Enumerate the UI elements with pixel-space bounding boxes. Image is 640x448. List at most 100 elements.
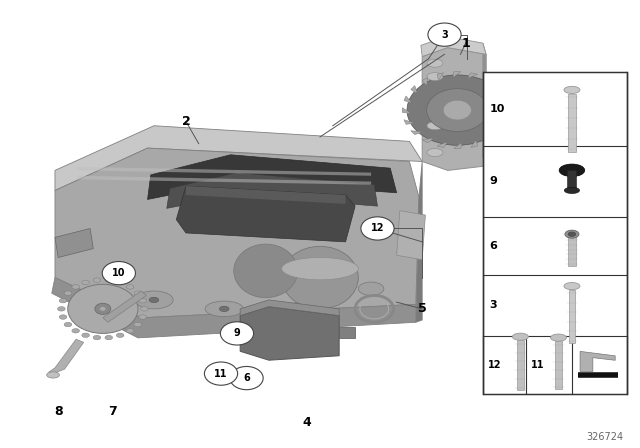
Text: 7: 7: [108, 405, 117, 418]
Ellipse shape: [564, 86, 580, 94]
Polygon shape: [482, 78, 492, 82]
Ellipse shape: [68, 284, 138, 333]
Ellipse shape: [116, 280, 124, 284]
Ellipse shape: [126, 328, 134, 333]
Ellipse shape: [149, 297, 159, 302]
Ellipse shape: [288, 301, 326, 317]
Ellipse shape: [139, 298, 147, 303]
Text: 6: 6: [243, 373, 250, 383]
Polygon shape: [422, 138, 433, 142]
Ellipse shape: [427, 149, 443, 156]
Circle shape: [361, 217, 394, 240]
Ellipse shape: [220, 306, 229, 311]
Ellipse shape: [141, 306, 148, 311]
Circle shape: [220, 322, 253, 345]
Ellipse shape: [550, 334, 566, 341]
Ellipse shape: [407, 75, 508, 145]
FancyBboxPatch shape: [569, 290, 575, 343]
Text: 3: 3: [489, 300, 497, 310]
Ellipse shape: [134, 322, 141, 327]
Text: 10: 10: [489, 104, 504, 114]
FancyBboxPatch shape: [517, 340, 524, 390]
Polygon shape: [411, 131, 421, 135]
Ellipse shape: [565, 230, 579, 238]
Ellipse shape: [58, 306, 65, 311]
Ellipse shape: [444, 100, 471, 120]
Ellipse shape: [427, 122, 443, 130]
FancyBboxPatch shape: [568, 170, 577, 190]
Circle shape: [204, 362, 237, 385]
Polygon shape: [397, 211, 426, 260]
Polygon shape: [501, 96, 511, 100]
Polygon shape: [580, 351, 615, 371]
Text: 12: 12: [371, 224, 384, 233]
Polygon shape: [55, 228, 93, 258]
Circle shape: [428, 23, 461, 46]
Polygon shape: [240, 306, 339, 360]
Text: 11: 11: [531, 360, 545, 370]
Polygon shape: [421, 36, 486, 56]
Ellipse shape: [135, 291, 173, 309]
Polygon shape: [402, 108, 410, 113]
FancyBboxPatch shape: [483, 72, 627, 394]
Ellipse shape: [93, 336, 100, 340]
Ellipse shape: [559, 164, 585, 177]
Polygon shape: [504, 117, 511, 124]
Polygon shape: [487, 135, 492, 142]
Polygon shape: [493, 86, 504, 90]
Polygon shape: [404, 120, 413, 124]
Ellipse shape: [47, 372, 60, 378]
Polygon shape: [176, 186, 355, 242]
Polygon shape: [148, 155, 397, 199]
Text: 5: 5: [418, 302, 426, 315]
Ellipse shape: [82, 333, 90, 337]
Ellipse shape: [568, 232, 576, 237]
Ellipse shape: [100, 306, 106, 311]
Polygon shape: [404, 96, 411, 103]
Polygon shape: [186, 186, 346, 204]
Ellipse shape: [205, 301, 243, 317]
Ellipse shape: [564, 187, 580, 194]
Text: 1: 1: [461, 37, 470, 50]
Text: 3: 3: [441, 30, 448, 39]
Ellipse shape: [234, 244, 298, 297]
Text: 8: 8: [54, 405, 63, 418]
Polygon shape: [452, 72, 461, 77]
Ellipse shape: [282, 246, 358, 309]
Polygon shape: [103, 291, 147, 322]
Text: 9: 9: [234, 328, 241, 338]
Circle shape: [230, 366, 263, 390]
Polygon shape: [55, 126, 422, 190]
FancyBboxPatch shape: [339, 327, 355, 338]
Text: 4: 4: [303, 416, 312, 429]
Text: 12: 12: [488, 360, 502, 370]
Polygon shape: [52, 278, 416, 338]
Ellipse shape: [358, 282, 384, 296]
Ellipse shape: [564, 283, 580, 290]
Ellipse shape: [282, 258, 358, 280]
Polygon shape: [437, 142, 447, 147]
Ellipse shape: [95, 303, 111, 314]
Polygon shape: [422, 47, 486, 170]
Ellipse shape: [72, 284, 79, 289]
FancyBboxPatch shape: [568, 237, 576, 266]
Ellipse shape: [105, 278, 113, 282]
Ellipse shape: [82, 280, 90, 284]
Polygon shape: [49, 339, 84, 374]
Text: 2: 2: [182, 115, 190, 128]
Ellipse shape: [60, 315, 67, 319]
Text: 11: 11: [214, 369, 228, 379]
Ellipse shape: [427, 73, 443, 81]
Polygon shape: [167, 172, 378, 208]
Polygon shape: [227, 331, 240, 342]
Polygon shape: [454, 143, 462, 149]
Polygon shape: [468, 73, 477, 78]
Text: 6: 6: [489, 241, 497, 251]
Ellipse shape: [93, 278, 100, 282]
Ellipse shape: [116, 333, 124, 337]
Polygon shape: [505, 107, 513, 112]
FancyBboxPatch shape: [568, 94, 576, 151]
Ellipse shape: [134, 291, 141, 295]
Text: 326724: 326724: [586, 432, 623, 442]
Polygon shape: [437, 73, 444, 79]
